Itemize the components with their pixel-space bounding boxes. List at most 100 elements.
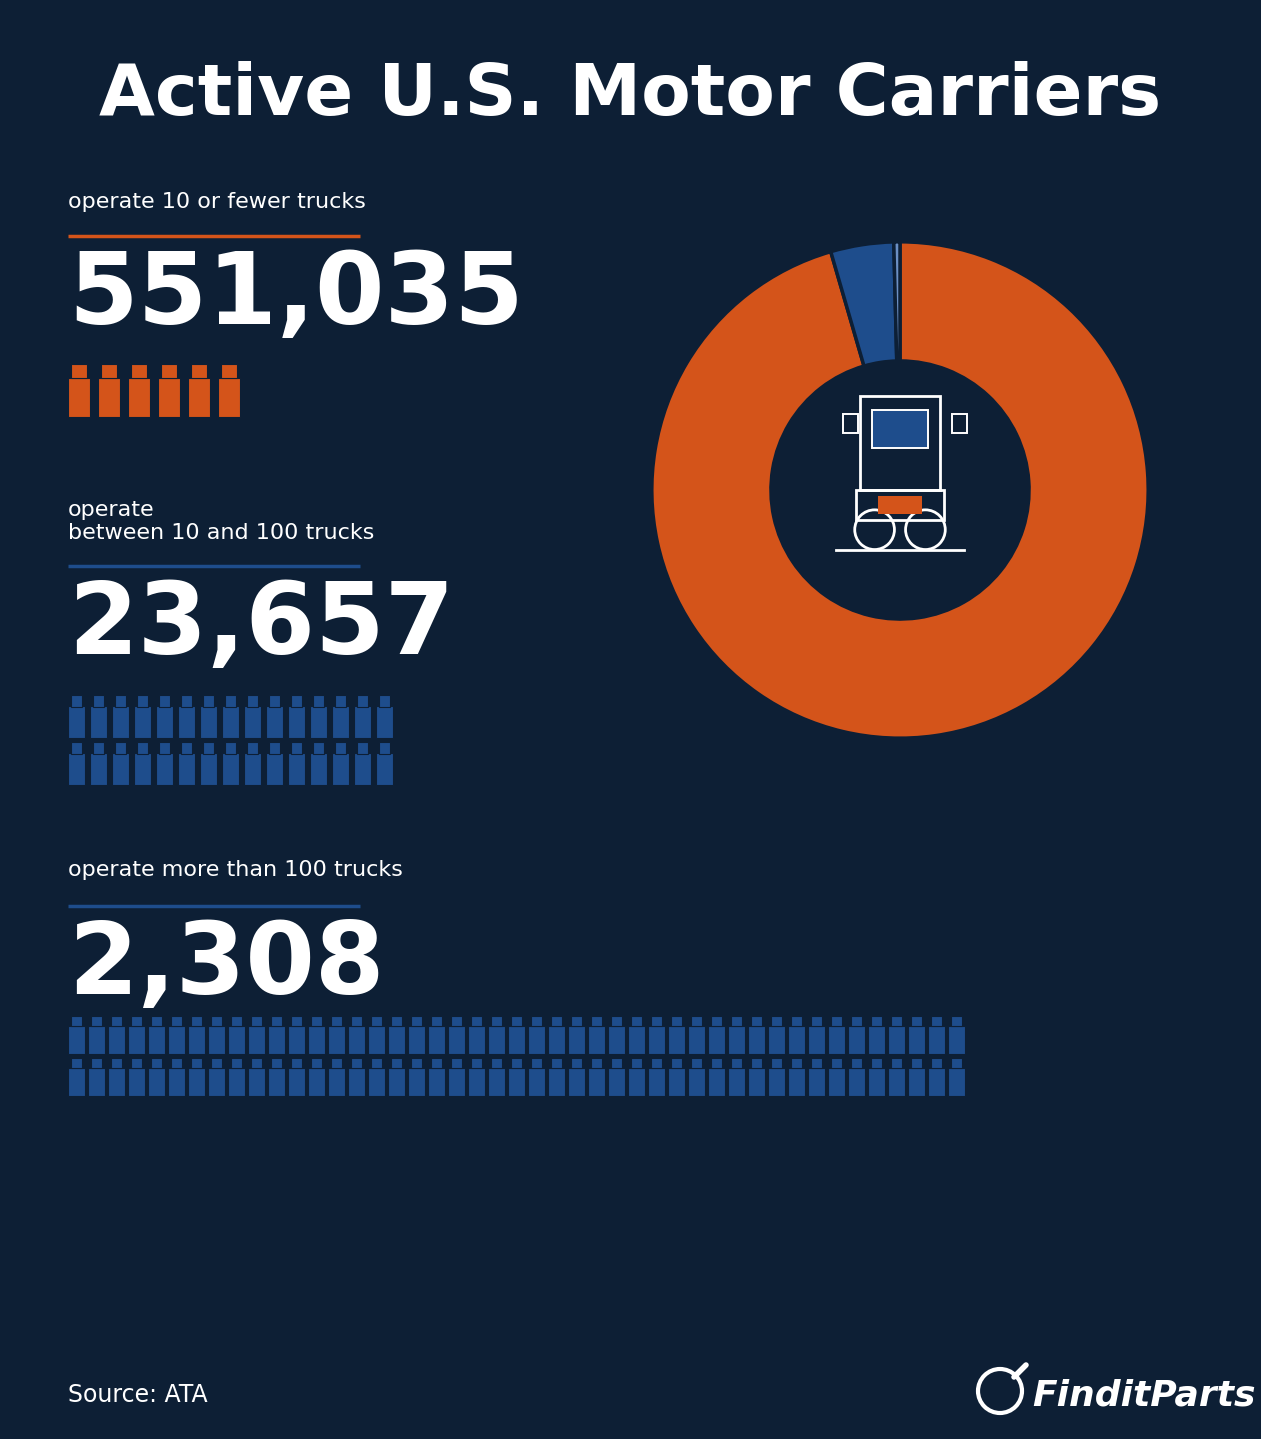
Bar [354, 753, 371, 784]
Bar [134, 753, 151, 784]
Bar [750, 1058, 763, 1068]
Bar [610, 1016, 623, 1026]
Bar [788, 1026, 805, 1055]
Bar [610, 1058, 623, 1068]
Bar [131, 364, 146, 378]
Bar [890, 1058, 903, 1068]
Bar [266, 753, 282, 784]
Bar [357, 695, 368, 707]
Bar [111, 1016, 122, 1026]
Bar [271, 1016, 282, 1026]
Bar [92, 695, 105, 707]
Bar [269, 695, 280, 707]
Bar [68, 378, 90, 417]
Bar [878, 496, 922, 514]
Bar [873, 410, 928, 448]
Bar [334, 743, 347, 754]
Bar [488, 1068, 504, 1097]
Bar [648, 1068, 665, 1097]
Bar [269, 1068, 285, 1097]
Bar [148, 1026, 165, 1055]
Bar [112, 707, 129, 738]
Bar [112, 753, 129, 784]
Bar [111, 1058, 122, 1068]
Bar [168, 1026, 185, 1055]
Bar [98, 378, 120, 417]
Bar [115, 695, 126, 707]
Bar [710, 1058, 723, 1068]
Bar [847, 1068, 865, 1097]
Bar [211, 1058, 222, 1068]
Bar [831, 1016, 842, 1026]
Bar [357, 743, 368, 754]
Bar [288, 753, 305, 784]
Bar [218, 378, 240, 417]
Bar [180, 743, 193, 754]
Bar [68, 1026, 84, 1055]
Bar [328, 1026, 346, 1055]
Bar [491, 1016, 502, 1026]
Text: 551,035: 551,035 [68, 248, 523, 345]
Bar [908, 1068, 926, 1097]
Bar [888, 1068, 905, 1097]
Bar [378, 743, 391, 754]
Bar [608, 1026, 625, 1055]
Bar [427, 1068, 445, 1097]
Bar [910, 1058, 923, 1068]
Bar [847, 1026, 865, 1055]
Bar [108, 1068, 125, 1097]
Bar [448, 1026, 465, 1055]
Bar [247, 695, 259, 707]
Bar [129, 1068, 145, 1097]
Bar [156, 707, 173, 738]
Bar [750, 1016, 763, 1026]
Bar [371, 1058, 382, 1068]
Bar [88, 1026, 105, 1055]
Bar [951, 1016, 962, 1026]
Bar [570, 1058, 583, 1068]
Bar [101, 364, 117, 378]
Bar [948, 1068, 965, 1097]
Text: 2,308: 2,308 [68, 918, 385, 1014]
Bar [808, 1026, 825, 1055]
Bar [269, 743, 280, 754]
Bar [150, 1016, 163, 1026]
Bar [590, 1016, 603, 1026]
Bar [528, 1026, 545, 1055]
Bar [567, 1068, 585, 1097]
Bar [190, 1058, 203, 1068]
Text: Source: ATA: Source: ATA [68, 1383, 208, 1407]
Bar [148, 1068, 165, 1097]
Bar [811, 1058, 822, 1068]
Bar [842, 413, 857, 433]
Bar [156, 753, 173, 784]
Bar [450, 1016, 463, 1026]
Bar [791, 1058, 802, 1068]
Bar [671, 1016, 682, 1026]
Bar [330, 1016, 343, 1026]
Bar [310, 1058, 323, 1068]
Bar [608, 1068, 625, 1097]
Bar [368, 1026, 385, 1055]
Bar [691, 1058, 702, 1068]
Bar [430, 1058, 443, 1068]
Bar [368, 1068, 385, 1097]
Bar [508, 1026, 525, 1055]
Bar [689, 1026, 705, 1055]
Bar [180, 695, 193, 707]
Bar [313, 743, 324, 754]
Bar [71, 1016, 82, 1026]
Bar [828, 1026, 845, 1055]
Bar [68, 707, 84, 738]
Bar [588, 1026, 605, 1055]
Bar [178, 753, 195, 784]
Bar [951, 1058, 962, 1068]
Bar [528, 1068, 545, 1097]
Bar [952, 413, 967, 433]
Bar [468, 1026, 485, 1055]
Bar [159, 695, 170, 707]
Wedge shape [894, 242, 900, 361]
Bar [549, 1026, 565, 1055]
Bar [131, 1016, 142, 1026]
Bar [808, 1068, 825, 1097]
